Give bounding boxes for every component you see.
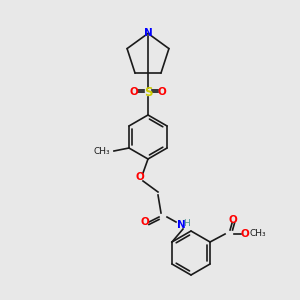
Text: N: N	[177, 220, 185, 230]
Text: O: O	[158, 87, 166, 97]
Text: O: O	[136, 172, 144, 182]
Text: O: O	[241, 229, 249, 239]
Text: CH₃: CH₃	[250, 230, 266, 238]
Text: S: S	[144, 85, 152, 98]
Text: H: H	[184, 220, 190, 229]
Text: CH₃: CH₃	[93, 146, 110, 155]
Text: O: O	[130, 87, 138, 97]
Text: O: O	[229, 215, 237, 225]
Text: O: O	[141, 217, 149, 227]
Text: N: N	[144, 28, 152, 38]
